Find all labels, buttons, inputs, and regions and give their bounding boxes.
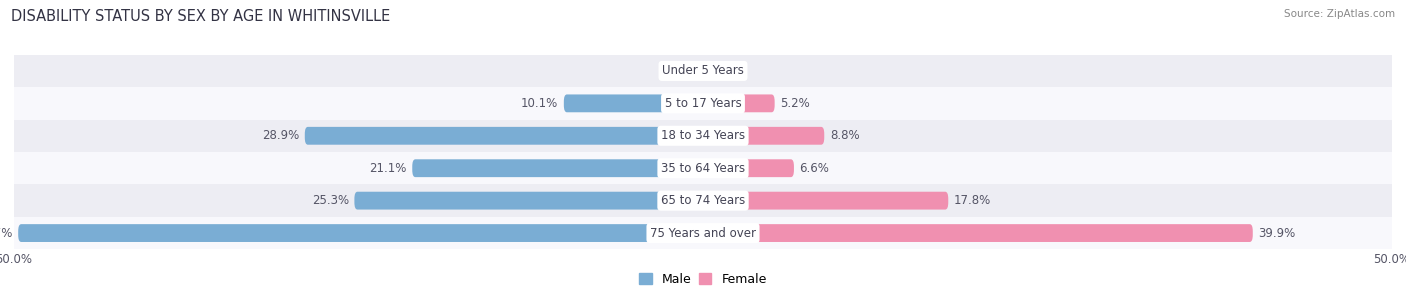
FancyBboxPatch shape [18, 224, 703, 242]
Legend: Male, Female: Male, Female [640, 273, 766, 286]
Text: 21.1%: 21.1% [370, 162, 406, 175]
FancyBboxPatch shape [703, 192, 948, 209]
Text: Under 5 Years: Under 5 Years [662, 64, 744, 78]
Text: DISABILITY STATUS BY SEX BY AGE IN WHITINSVILLE: DISABILITY STATUS BY SEX BY AGE IN WHITI… [11, 9, 391, 24]
Text: 25.3%: 25.3% [312, 194, 349, 207]
Text: Source: ZipAtlas.com: Source: ZipAtlas.com [1284, 9, 1395, 19]
FancyBboxPatch shape [354, 192, 703, 209]
Bar [14, 185, 1392, 217]
Bar [14, 119, 1392, 152]
FancyBboxPatch shape [564, 95, 703, 112]
Text: 10.1%: 10.1% [522, 97, 558, 110]
Bar [14, 55, 1392, 87]
Text: 39.9%: 39.9% [1258, 226, 1295, 240]
FancyBboxPatch shape [703, 159, 794, 177]
Text: 17.8%: 17.8% [953, 194, 991, 207]
FancyBboxPatch shape [703, 127, 824, 145]
FancyBboxPatch shape [412, 159, 703, 177]
Text: 5 to 17 Years: 5 to 17 Years [665, 97, 741, 110]
Bar [14, 87, 1392, 119]
Text: 18 to 34 Years: 18 to 34 Years [661, 129, 745, 142]
FancyBboxPatch shape [703, 224, 1253, 242]
Text: 35 to 64 Years: 35 to 64 Years [661, 162, 745, 175]
Text: 49.7%: 49.7% [0, 226, 13, 240]
Text: 75 Years and over: 75 Years and over [650, 226, 756, 240]
Text: 0.0%: 0.0% [668, 64, 697, 78]
Bar [14, 217, 1392, 249]
Text: 0.0%: 0.0% [709, 64, 738, 78]
Text: 8.8%: 8.8% [830, 129, 859, 142]
Bar [14, 152, 1392, 185]
FancyBboxPatch shape [305, 127, 703, 145]
Text: 5.2%: 5.2% [780, 97, 810, 110]
FancyBboxPatch shape [703, 95, 775, 112]
Text: 6.6%: 6.6% [800, 162, 830, 175]
Text: 28.9%: 28.9% [262, 129, 299, 142]
Text: 65 to 74 Years: 65 to 74 Years [661, 194, 745, 207]
